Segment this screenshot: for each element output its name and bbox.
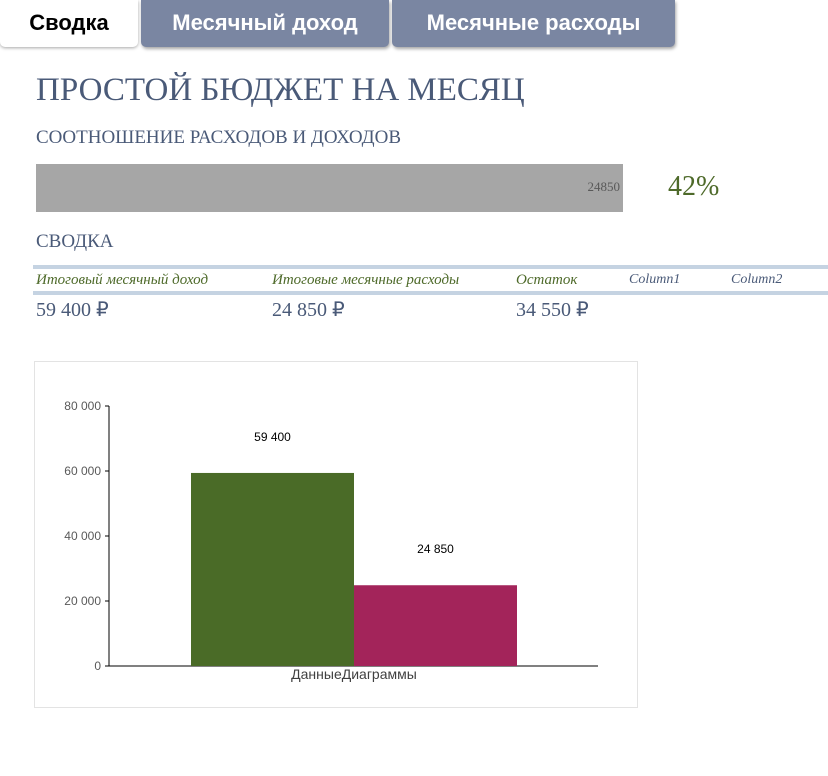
tab-monthly-expenses[interactable]: Месячные расходы: [392, 0, 675, 47]
page-title: ПРОСТОЙ БЮДЖЕТ НА МЕСЯЦ: [36, 72, 525, 108]
header-balance[interactable]: Остаток: [516, 272, 578, 288]
x-category-label: ДанныеДиаграммы: [291, 666, 417, 682]
header-total-income[interactable]: Итоговый месячный доход: [36, 272, 209, 288]
value-balance[interactable]: 34 550 ₽: [516, 299, 589, 321]
bar-data-label: 59 400: [254, 430, 291, 444]
y-tick-label: 60 000: [64, 464, 101, 478]
y-tick-label: 40 000: [64, 529, 101, 543]
y-tick-label: 0: [94, 659, 101, 673]
bar-series-2: [354, 585, 517, 666]
value-total-income[interactable]: 59 400 ₽: [36, 299, 109, 321]
tab-monthly-income[interactable]: Месячный доход: [141, 0, 389, 47]
header-column1[interactable]: Column1: [629, 272, 681, 287]
table-header-rule: [33, 291, 828, 295]
ratio-label: СООТНОШЕНИЕ РАСХОДОВ И ДОХОДОВ: [36, 127, 402, 148]
ratio-bar: 24850: [36, 164, 623, 212]
summary-title: СВОДКА: [36, 231, 114, 252]
header-column2[interactable]: Column2: [731, 272, 783, 287]
y-tick-label: 80 000: [64, 399, 101, 413]
bar-series-1: [191, 472, 354, 666]
bar-data-label: 24 850: [417, 542, 454, 556]
chart-svg: 0 20 000 40 000 60 000 80 000 59 400 24 850 Дан…: [64, 399, 598, 682]
budget-chart[interactable]: 0 20 000 40 000 60 000 80 000 59 400 24 850 Дан…: [34, 361, 638, 708]
ratio-percent: 42%: [668, 171, 720, 202]
value-total-expenses[interactable]: 24 850 ₽: [272, 299, 345, 321]
header-total-expenses[interactable]: Итоговые месячные расходы: [272, 272, 460, 288]
ratio-bar-value: 24850: [587, 179, 621, 194]
sheet-tabs: Сводка Месячный доход Месячные расходы: [0, 0, 828, 50]
tab-summary[interactable]: Сводка: [0, 0, 138, 47]
table-top-rule: [33, 265, 828, 269]
y-tick-label: 20 000: [64, 594, 101, 608]
